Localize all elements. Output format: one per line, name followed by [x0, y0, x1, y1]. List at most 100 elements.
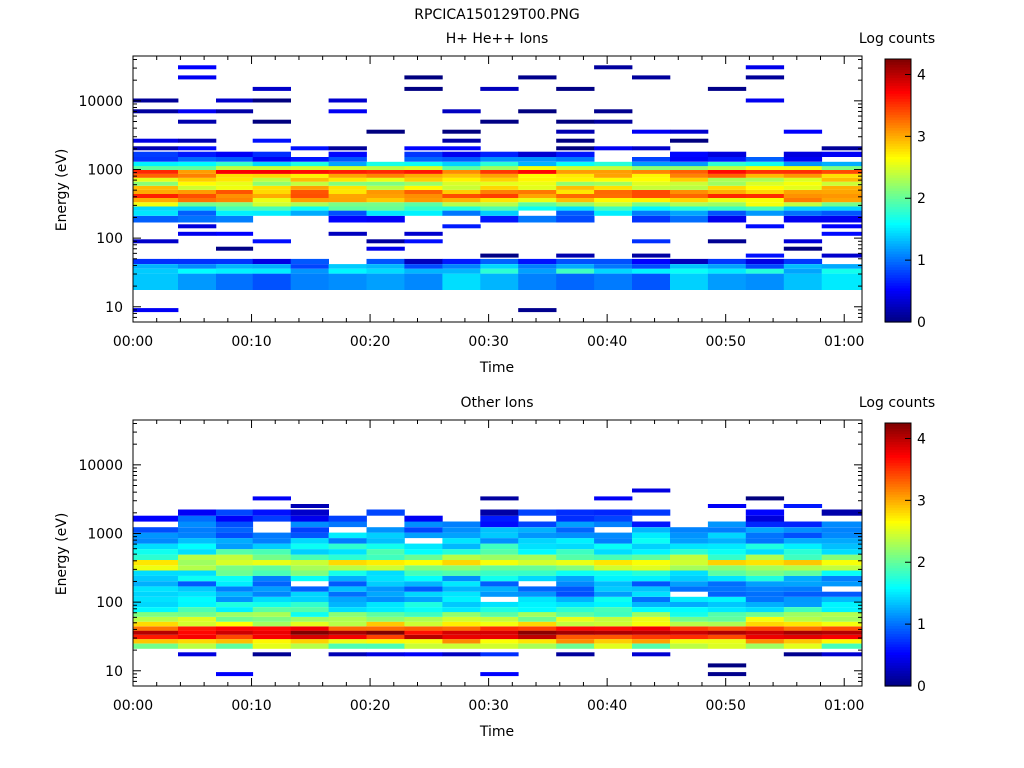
colorbar-swatch — [885, 499, 911, 503]
heatmap-cell — [745, 607, 785, 613]
heatmap-cell — [252, 273, 291, 290]
colorbar-swatch — [885, 580, 911, 585]
heatmap-cell — [518, 109, 557, 114]
heatmap-cell — [216, 643, 254, 649]
heatmap-cell — [518, 194, 557, 198]
heatmap-cell — [594, 198, 633, 203]
colorbar-swatch — [885, 509, 911, 514]
heatmap-cell — [252, 206, 291, 211]
heatmap-cell — [783, 630, 823, 635]
heatmap-cell — [133, 166, 179, 170]
colorbar-swatch — [885, 140, 911, 144]
colorbar-swatch — [885, 467, 911, 471]
heatmap-cell — [783, 129, 823, 134]
heatmap-cell — [178, 509, 217, 516]
heatmap-cell — [216, 109, 254, 114]
colorbar-swatch — [885, 293, 911, 297]
heatmap-cell — [178, 538, 217, 544]
heatmap-cell — [632, 570, 671, 576]
heatmap-cell — [252, 538, 291, 544]
heatmap-cell — [252, 565, 291, 571]
heatmap-cell — [290, 570, 329, 576]
heatmap-cell — [670, 575, 709, 582]
x-tick-label: 00:10 — [231, 334, 271, 350]
heatmap-cell — [783, 538, 823, 544]
heatmap-cell — [745, 639, 785, 644]
colorbar-swatch — [885, 193, 911, 197]
heatmap-cell — [745, 565, 785, 571]
heatmap-cell — [178, 621, 217, 627]
heatmap-cell — [252, 173, 291, 178]
heatmap-cell — [178, 515, 217, 522]
colorbar-swatch — [885, 428, 911, 432]
colorbar-swatch — [885, 190, 911, 194]
heatmap-cell — [556, 565, 595, 571]
heatmap-cell — [594, 206, 633, 211]
colorbar-swatch — [885, 143, 911, 147]
heatmap-cell — [252, 509, 291, 516]
colorbar-swatch — [885, 515, 911, 519]
heatmap-cell — [252, 591, 291, 597]
heatmap-cell — [366, 607, 405, 613]
heatmap-cell — [632, 586, 671, 592]
heatmap-cell — [745, 98, 785, 103]
heatmap-cell — [404, 596, 443, 602]
heatmap-cell — [442, 601, 481, 607]
heatmap-cell — [366, 621, 405, 627]
colorbar-swatch — [885, 491, 911, 495]
heatmap-cell — [670, 273, 709, 290]
colorbar: 0 1 2 3 4 — [884, 422, 926, 695]
heatmap-cell — [216, 586, 254, 592]
heatmap-cell — [821, 202, 863, 207]
heatmap-cell — [556, 161, 595, 167]
colorbar-swatch — [885, 433, 911, 437]
heatmap-cell — [133, 215, 179, 223]
heatmap-cell — [216, 607, 254, 613]
heatmap-cell — [707, 521, 747, 528]
heatmap-cell — [518, 181, 557, 186]
heatmap-cell — [133, 586, 179, 592]
heatmap-cell — [404, 258, 443, 264]
heatmap-cell — [442, 181, 481, 186]
heatmap-cell — [821, 617, 863, 622]
heatmap-cell — [442, 634, 481, 640]
heatmap-cell — [216, 157, 254, 162]
colorbar-swatch — [885, 258, 911, 263]
heatmap-cell — [178, 258, 217, 264]
colorbar-tick-label: 3 — [917, 129, 926, 145]
heatmap-cell — [252, 639, 291, 644]
colorbar-swatch — [885, 201, 911, 205]
heatmap-cell — [366, 549, 405, 555]
heatmap-cell — [252, 170, 291, 174]
heatmap-cell — [821, 173, 863, 178]
colorbar-swatch — [885, 675, 911, 679]
heatmap-cell — [366, 575, 405, 582]
heatmap-cell — [480, 570, 519, 576]
heatmap-cell — [178, 596, 217, 602]
heatmap-cell — [133, 560, 179, 566]
heatmap-cell — [480, 565, 519, 571]
heatmap-cell — [404, 264, 443, 269]
heatmap-cell — [783, 532, 823, 539]
colorbar-swatch — [885, 232, 911, 236]
heatmap-cell — [594, 258, 633, 264]
heatmap-cell — [632, 634, 671, 640]
heatmap-cell — [632, 239, 671, 244]
heatmap-cell — [366, 189, 405, 194]
heatmap-cell — [252, 98, 291, 103]
colorbar-swatch — [885, 74, 911, 79]
heatmap-cell — [404, 231, 443, 236]
heatmap-cell — [178, 591, 217, 597]
heatmap-cell — [821, 189, 863, 194]
heatmap-cell — [133, 151, 179, 157]
heatmap-cell — [480, 672, 519, 677]
colorbar-frame — [884, 422, 912, 687]
heatmap-cell — [404, 560, 443, 566]
heatmap-cell — [670, 617, 709, 622]
heatmap-cell — [518, 626, 557, 631]
colorbar-swatch — [885, 166, 911, 171]
heatmap-cell — [442, 109, 481, 114]
heatmap-cell — [745, 173, 785, 178]
heatmap-cell — [178, 215, 217, 223]
